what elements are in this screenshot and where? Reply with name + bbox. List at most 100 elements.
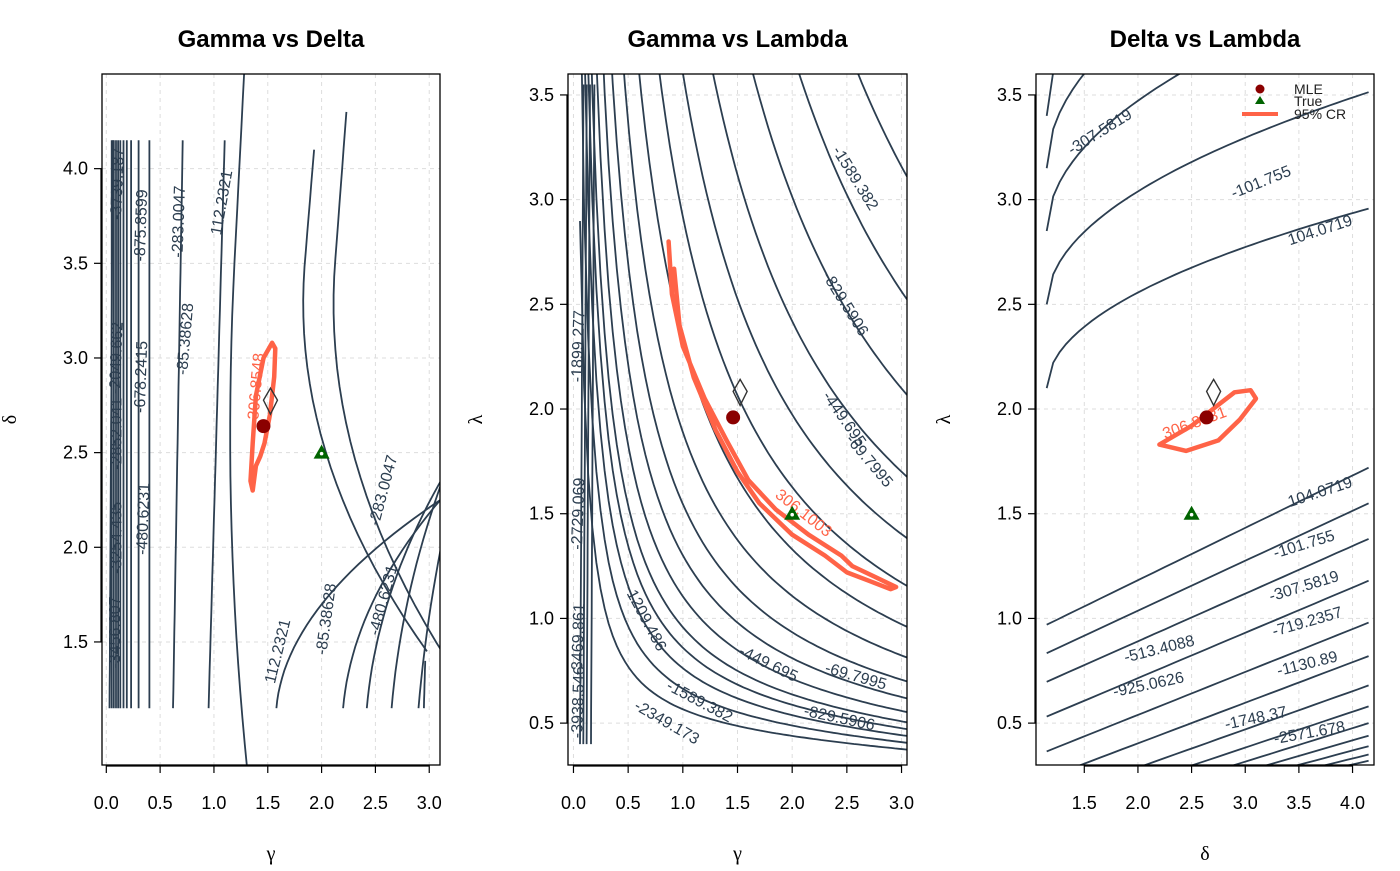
x-tick-label: 0.5 <box>148 793 173 813</box>
contour-label: -101.755 <box>1229 163 1294 202</box>
contour-line <box>712 74 907 478</box>
x-tick-label: 1.0 <box>670 793 695 813</box>
contour-line <box>1264 734 1369 765</box>
contour-label: -307.5819 <box>1065 106 1135 159</box>
contour-label: -1130.89 <box>1275 648 1339 680</box>
y-tick-label: 0.5 <box>529 713 554 733</box>
contour-line <box>587 74 907 730</box>
true-point <box>1183 505 1200 520</box>
grid-lines <box>1036 74 1374 765</box>
contour-line <box>580 74 907 744</box>
contour-label: -449.695 <box>736 643 800 686</box>
contour-label: -719.2357 <box>1270 604 1344 640</box>
y-axis-label: δ <box>0 415 21 424</box>
diamond-marker <box>1205 378 1222 407</box>
contour-line <box>302 149 428 652</box>
contour-line <box>1046 466 1369 626</box>
contour-label: -875.8599 <box>132 189 152 262</box>
panel-title: Delta vs Lambda <box>1110 26 1301 53</box>
contour-label: -69.7995 <box>842 432 896 491</box>
panel-title: Gamma vs Delta <box>178 26 365 53</box>
contour-label: -480.6231 <box>366 563 401 637</box>
x-tick-label: 1.5 <box>1072 793 1097 813</box>
legend-mle-label: MLE <box>1294 81 1323 97</box>
y-tick-label: 2.5 <box>997 294 1022 314</box>
contour-line <box>596 74 907 713</box>
contour-label: -1589.382 <box>828 143 881 213</box>
contour-line <box>579 84 585 745</box>
x-tick-label: 1.0 <box>201 793 226 813</box>
contour-lines <box>579 74 907 751</box>
legend-true-symbol <box>1255 96 1265 104</box>
contour-line <box>1294 745 1369 765</box>
panel-2: Gamma vs Lambda-1589.382-829.5906-449.69… <box>465 26 914 865</box>
x-tick-label: 2.5 <box>1179 793 1204 813</box>
region-boundary <box>1157 387 1259 454</box>
contour-line <box>582 84 588 745</box>
contour-line <box>1046 538 1369 683</box>
y-tick-label: 2.0 <box>529 399 554 419</box>
contour-line <box>798 74 907 300</box>
contour-label: -3254.435 <box>108 502 125 574</box>
diamond-marker <box>732 378 748 407</box>
confidence-region <box>666 239 899 592</box>
contour-label: -283.0047 <box>366 453 401 527</box>
y-tick-label: 3.5 <box>997 85 1022 105</box>
x-axis: 0.0 0.5 1.0 1.5 2.0 2.5 3.0 γ <box>94 765 442 865</box>
contour-line <box>611 74 907 683</box>
y-tick-label: 3.0 <box>997 190 1022 210</box>
y-tick-label: 3.5 <box>529 85 554 105</box>
mle-point <box>256 419 271 434</box>
x-tick-label: 2.5 <box>834 793 859 813</box>
x-tick-label: 0.5 <box>616 793 641 813</box>
contour-lines <box>108 74 440 765</box>
contour-line <box>579 220 907 751</box>
contour-label: 104.0719 <box>1286 474 1355 511</box>
contour-label: -678.2415 <box>132 340 152 413</box>
region-label: 306.8548 <box>245 352 268 420</box>
y-tick-label: 1.5 <box>529 504 554 524</box>
contour-line <box>623 74 907 659</box>
x-tick-label: 3.5 <box>1286 793 1311 813</box>
contour-line <box>172 140 184 709</box>
x-tick-label: 2.0 <box>780 793 805 813</box>
mle-point <box>1199 410 1214 425</box>
contour-line <box>207 140 226 709</box>
confidence-region <box>248 340 278 493</box>
contour-line <box>682 74 907 539</box>
contour-line <box>423 660 427 709</box>
contour-line <box>658 74 907 587</box>
y-tick-label: 0.5 <box>997 713 1022 733</box>
x-axis-label: γ <box>266 843 276 865</box>
contour-label: -3739.187 <box>108 147 128 220</box>
contour-line <box>1046 621 1369 753</box>
contour-line <box>1078 655 1369 765</box>
y-tick-label: 3.0 <box>529 190 554 210</box>
panel-3: Delta vs Lambda -307.5819 -101.755 104.0719… <box>933 26 1375 865</box>
y-axis: 1.5 2.0 2.5 3.0 3.5 4.0 δ <box>0 159 102 652</box>
contour-line <box>417 547 440 709</box>
contour-line <box>365 480 440 709</box>
contour-label: -513.4088 <box>1122 633 1196 667</box>
contour-line <box>602 74 907 700</box>
x-axis: 1.5 2.0 2.5 3.0 3.5 4.0 δ <box>1072 765 1365 865</box>
legend-true-label: True <box>1294 93 1322 109</box>
legend-mle-symbol <box>1255 84 1265 94</box>
contour-line <box>332 111 440 651</box>
x-tick-label: 1.5 <box>725 793 750 813</box>
contour-line <box>390 484 440 709</box>
x-axis-label: δ <box>1200 843 1209 865</box>
contour-line <box>638 74 907 628</box>
panel-frame <box>1035 73 1375 766</box>
y-tick-label: 3.0 <box>63 348 88 368</box>
contour-label: -3456.807 <box>107 596 124 668</box>
x-tick-label: 2.0 <box>1125 793 1150 813</box>
contour-labels: -307.5819-101.755104.0719104.0719-101.75… <box>1065 106 1355 748</box>
x-tick-label: 0.0 <box>561 793 586 813</box>
contour-label: -85.38628 <box>313 582 340 656</box>
contour-label: -2852.041 <box>108 398 125 470</box>
contour-line <box>1046 579 1369 718</box>
diamond-marker <box>262 386 279 416</box>
